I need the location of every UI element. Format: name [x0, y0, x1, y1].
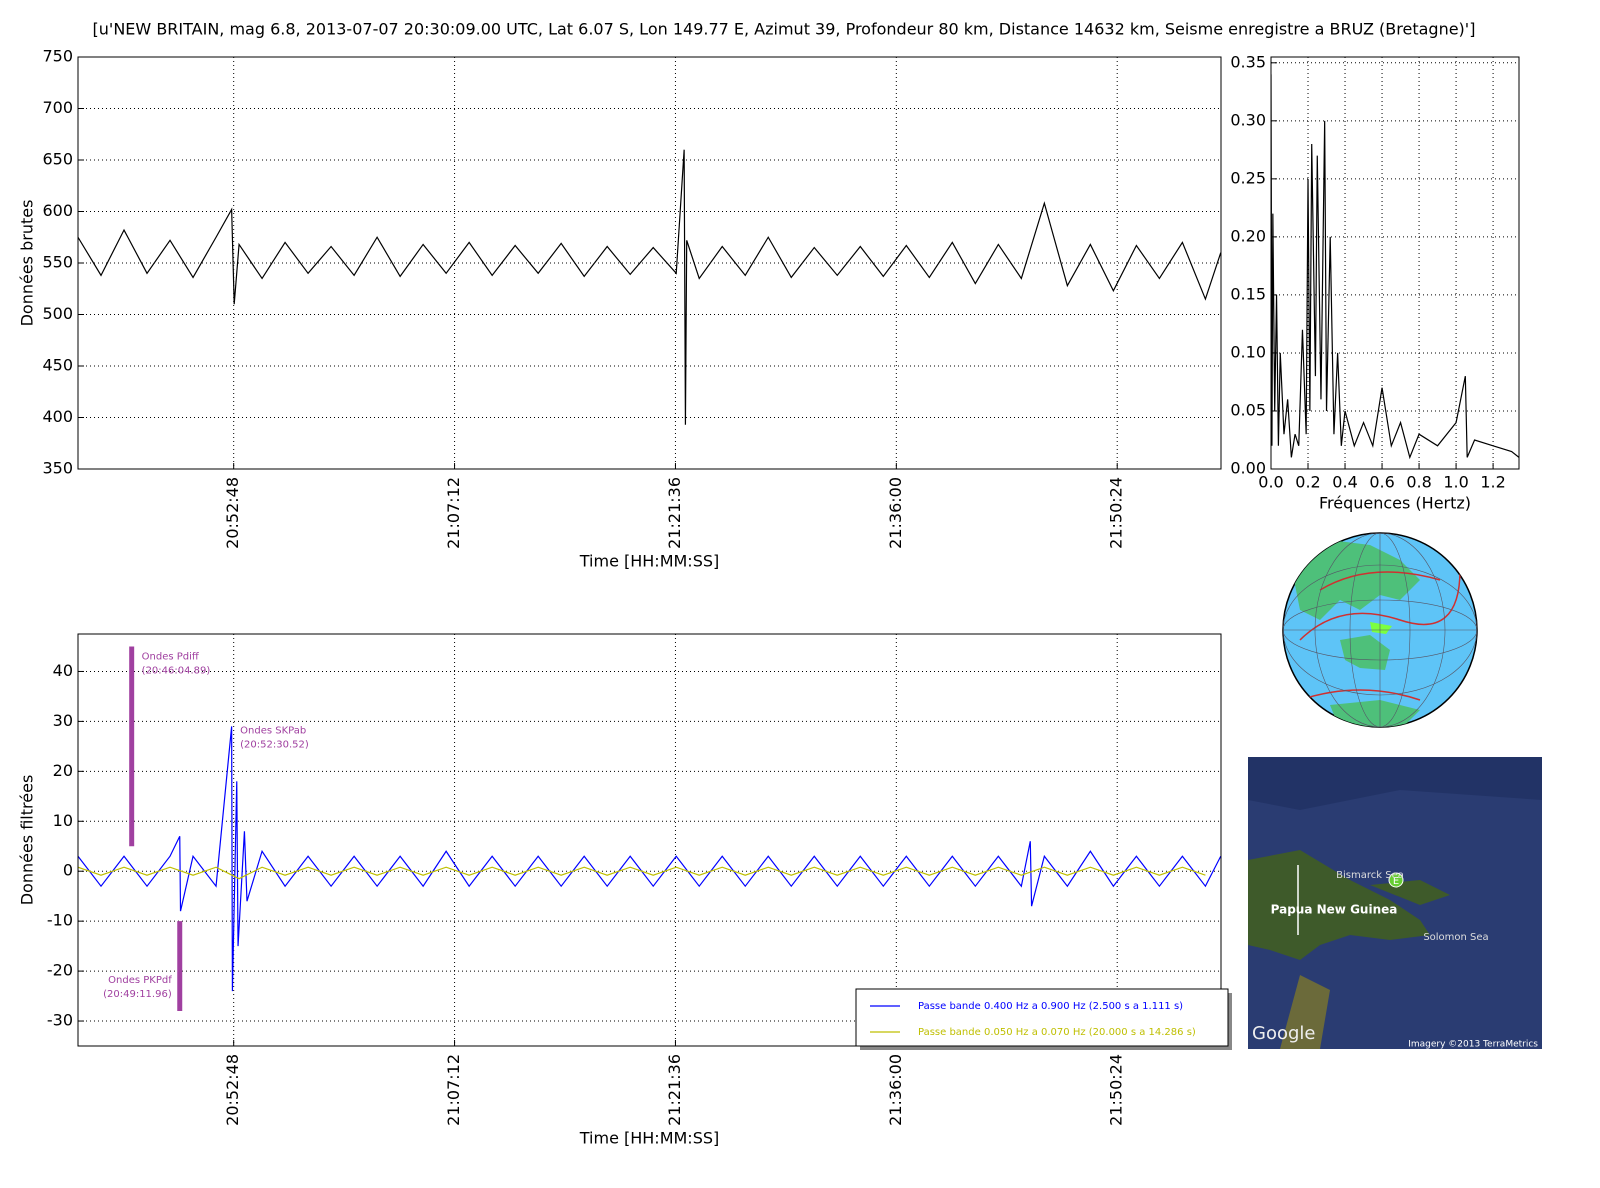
x-tick-label: 0.6 — [1369, 473, 1394, 492]
map-credit: Imagery ©2013 TerraMetrics — [1408, 1040, 1538, 1050]
x-tick-label: 1.2 — [1480, 473, 1505, 492]
y-tick-label: 0.05 — [1230, 400, 1266, 419]
y-tick-label: 10 — [53, 811, 73, 830]
x-tick-label: 0.0 — [1258, 473, 1283, 492]
x-tick-label: 21:21:36 — [665, 477, 684, 549]
x-tick-label: 21:07:12 — [444, 1054, 463, 1126]
x-axis-label: Time [HH:MM:SS] — [579, 552, 720, 571]
x-tick-label: 0.4 — [1332, 473, 1357, 492]
x-tick-label: 21:50:24 — [1107, 1054, 1126, 1126]
y-tick-label: 0 — [63, 861, 73, 880]
y-axis-label: Données brutes — [18, 200, 37, 327]
map-land — [1370, 880, 1450, 905]
y-tick-label: 550 — [42, 253, 73, 272]
land — [1330, 700, 1420, 727]
x-tick-label: 21:50:24 — [1107, 477, 1126, 549]
phase-label: Ondes SKPab — [240, 725, 306, 736]
figure-title: [u'NEW BRITAIN, mag 6.8, 2013-07-07 20:3… — [93, 20, 1476, 39]
y-tick-label: 700 — [42, 98, 73, 117]
series-line — [78, 866, 1206, 880]
phase-time: (20:52:30.52) — [240, 739, 309, 750]
legend-label: Passe bande 0.400 Hz a 0.900 Hz (2.500 s… — [918, 1001, 1183, 1012]
y-tick-label: -30 — [47, 1011, 73, 1030]
y-tick-label: 20 — [53, 761, 73, 780]
plot-frame — [77, 633, 1222, 1047]
y-tick-label: 400 — [42, 407, 73, 426]
x-tick-label: 1.0 — [1443, 473, 1468, 492]
x-axis-label: Fréquences (Hertz) — [1319, 494, 1471, 513]
map-pin — [1388, 872, 1404, 888]
legend-label: Passe bande 0.050 Hz a 0.070 Hz (20.000 … — [918, 1027, 1196, 1038]
map-land — [1248, 850, 1430, 960]
y-tick-label: 0.30 — [1230, 110, 1266, 129]
map-land — [1280, 975, 1330, 1049]
phase-label: Ondes Pdiff — [142, 651, 200, 662]
y-tick-label: 0.35 — [1230, 52, 1266, 71]
land — [1290, 540, 1420, 620]
y-tick-label: 0.15 — [1230, 284, 1266, 303]
series-line — [78, 149, 1221, 425]
x-tick-label: 20:52:48 — [223, 1054, 242, 1126]
map-label: Bismarck Sea — [1336, 870, 1404, 881]
x-tick-label: 0.8 — [1406, 473, 1431, 492]
x-tick-label: 20:52:48 — [223, 477, 242, 549]
phase-label: Ondes PKPdf — [108, 975, 172, 986]
map-logo: Google — [1252, 1023, 1315, 1044]
y-tick-label: 0.10 — [1230, 342, 1266, 361]
plot-frame — [77, 56, 1222, 470]
land — [1340, 635, 1390, 670]
plot-frame — [1270, 56, 1520, 470]
y-tick-label: 350 — [42, 459, 73, 478]
x-tick-label: 21:36:00 — [886, 1054, 905, 1126]
phase-time: (20:46:04.89) — [142, 665, 211, 676]
y-tick-label: 600 — [42, 201, 73, 220]
y-tick-label: 650 — [42, 150, 73, 169]
plate-boundary — [1299, 569, 1461, 701]
y-tick-label: 750 — [42, 47, 73, 66]
map-label: Papua New Guinea — [1271, 903, 1398, 917]
legend-box — [855, 988, 1229, 1047]
y-tick-label: -10 — [47, 911, 73, 930]
globe — [1282, 532, 1478, 728]
y-tick-label: 0.00 — [1230, 459, 1266, 478]
x-tick-label: 0.2 — [1295, 473, 1320, 492]
map-deep — [1248, 757, 1542, 810]
x-tick-label: 21:21:36 — [665, 1054, 684, 1126]
land — [1370, 622, 1392, 634]
y-tick-label: 0.25 — [1230, 168, 1266, 187]
y-tick-label: 500 — [42, 304, 73, 323]
map: E Bismarck Sea Papua New Guinea Solomon … — [1248, 757, 1542, 1050]
y-tick-label: 450 — [42, 356, 73, 375]
series-line — [1271, 74, 1519, 460]
map-label: Solomon Sea — [1423, 932, 1488, 943]
x-axis-label: Time [HH:MM:SS] — [579, 1129, 720, 1148]
x-tick-label: 21:07:12 — [444, 477, 463, 549]
x-tick-label: 21:36:00 — [886, 477, 905, 549]
pin-label: E — [1393, 876, 1399, 887]
y-tick-label: -20 — [47, 961, 73, 980]
phase-time: (20:49:11.96) — [103, 989, 172, 1000]
y-tick-label: 40 — [53, 661, 73, 680]
y-tick-label: 0.20 — [1230, 226, 1266, 245]
y-tick-label: 30 — [53, 711, 73, 730]
y-axis-label: Données filtrées — [18, 775, 37, 906]
graticule — [1283, 533, 1477, 727]
